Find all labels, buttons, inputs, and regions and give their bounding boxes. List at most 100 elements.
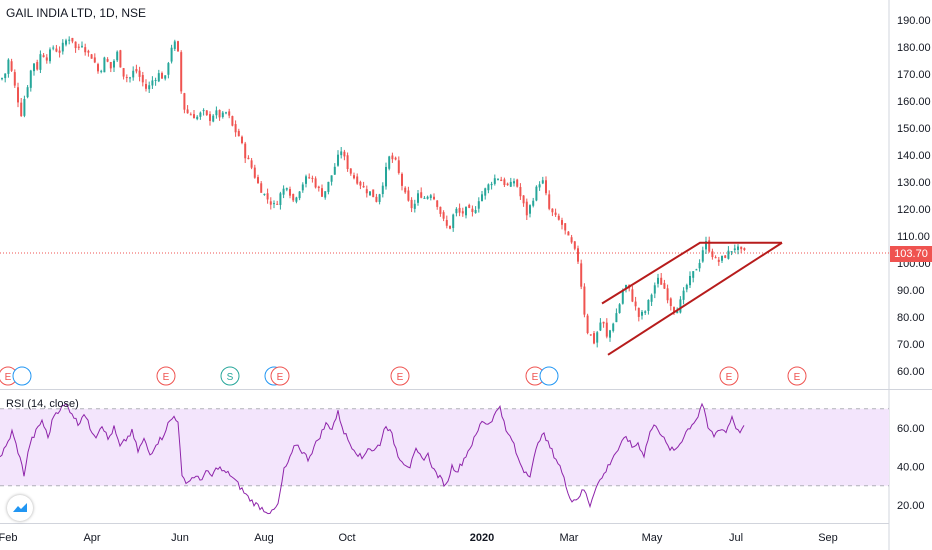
candle-down — [519, 187, 522, 197]
price-tick-label: 140.00 — [897, 150, 931, 162]
candle-down — [637, 307, 640, 317]
candle-up — [532, 200, 535, 206]
candle-down — [161, 73, 163, 79]
event-marker — [787, 366, 807, 386]
candle-down — [311, 177, 314, 179]
candle-up — [513, 181, 515, 184]
candle-down — [349, 168, 352, 174]
time-tick-label: May — [642, 532, 663, 544]
candle-down — [461, 211, 464, 214]
candle-down — [346, 155, 349, 170]
candle-down — [449, 225, 451, 229]
rsi-band — [0, 408, 889, 486]
event-marker-label: E — [5, 372, 12, 383]
candle-down — [573, 241, 576, 249]
candle-down — [436, 200, 439, 207]
candle-down — [20, 102, 23, 117]
candle-down — [663, 283, 666, 289]
rising-wedge-drawing[interactable] — [601, 241, 783, 356]
candle-down — [260, 183, 263, 193]
price-tick-label: 150.00 — [897, 123, 931, 135]
candle-up — [327, 181, 330, 192]
candle-up — [132, 70, 135, 78]
candle-up — [369, 191, 371, 196]
rsi-tick-label: 60.00 — [897, 423, 925, 435]
candle-up — [721, 255, 723, 261]
candle-up — [52, 47, 55, 49]
candle-up — [538, 184, 541, 188]
candle-up — [455, 208, 458, 214]
candle-down — [362, 185, 365, 188]
candle-down — [289, 189, 291, 196]
candle-down — [714, 257, 717, 259]
candle-down — [186, 109, 189, 114]
candle-down — [247, 157, 250, 160]
candle-up — [679, 299, 682, 313]
candle-down — [525, 201, 528, 216]
candle-down — [317, 186, 320, 189]
candle-up — [481, 194, 483, 202]
rsi-tick-label: 20.00 — [897, 500, 925, 512]
candle-up — [305, 176, 307, 184]
candle-up — [298, 191, 301, 199]
time-tick-label: Aug — [254, 532, 274, 544]
candle-up — [484, 188, 487, 196]
candle-up — [701, 250, 704, 262]
candle-down — [410, 199, 413, 209]
candle-up — [221, 112, 224, 117]
candle-down — [740, 246, 743, 250]
candle-down — [141, 75, 144, 83]
candle-down — [577, 248, 579, 262]
candle-up — [301, 184, 304, 191]
candle-down — [420, 192, 423, 198]
candle-down — [605, 322, 608, 337]
rsi-line — [0, 402, 745, 515]
candle-down — [13, 72, 16, 86]
candle-down — [439, 206, 442, 214]
candle-down — [183, 93, 186, 110]
candle-down — [471, 208, 474, 213]
candle-up — [705, 241, 707, 250]
price-tick-label: 70.00 — [897, 339, 925, 351]
candle-down — [343, 151, 346, 157]
candle-down — [314, 178, 317, 188]
tradingview-logo-icon[interactable] — [7, 495, 33, 521]
candle-up — [695, 269, 698, 271]
candle-down — [365, 189, 368, 194]
candle-down — [631, 289, 634, 302]
candle-up — [493, 178, 496, 184]
candle-down — [58, 50, 61, 53]
time-axis[interactable]: Feb Apr Jun Aug Oct 2020 Mar May Jul Sep — [0, 532, 838, 544]
candle-down — [545, 180, 547, 194]
time-tick-label: Oct — [338, 532, 355, 544]
candle-up — [413, 203, 416, 209]
candle-up — [148, 85, 151, 90]
price-tick-label: 160.00 — [897, 96, 931, 108]
event-marker-label: E — [726, 372, 733, 383]
candle-down — [84, 47, 87, 53]
rsi-axis[interactable]: 60.00 40.00 20.00 — [897, 423, 925, 512]
candle-up — [612, 323, 615, 331]
candle-down — [567, 231, 570, 236]
candle-up — [657, 277, 659, 284]
candle-down — [10, 61, 13, 71]
candle-up — [621, 290, 624, 304]
event-marker — [156, 366, 176, 386]
candle-up — [465, 206, 467, 216]
candle-down — [660, 277, 663, 285]
event-marker-label: S — [227, 372, 234, 383]
candle-down — [234, 124, 237, 133]
candle-up — [337, 154, 339, 166]
candle-up — [625, 285, 627, 290]
candle-up — [727, 250, 730, 259]
price-tick-label: 130.00 — [897, 177, 931, 189]
candle-down — [90, 54, 93, 59]
event-marker-label: E — [397, 372, 404, 383]
candle-down — [564, 223, 567, 231]
candle-up — [23, 98, 26, 116]
chart-title: GAIL INDIA LTD, 1D, NSE — [6, 6, 147, 20]
candle-down — [145, 83, 147, 89]
candle-up — [7, 59, 10, 74]
candle-down — [445, 220, 448, 226]
price-axis[interactable]: 190.00 180.00 170.00 160.00 150.00 140.00 130.… — [0, 15, 931, 378]
